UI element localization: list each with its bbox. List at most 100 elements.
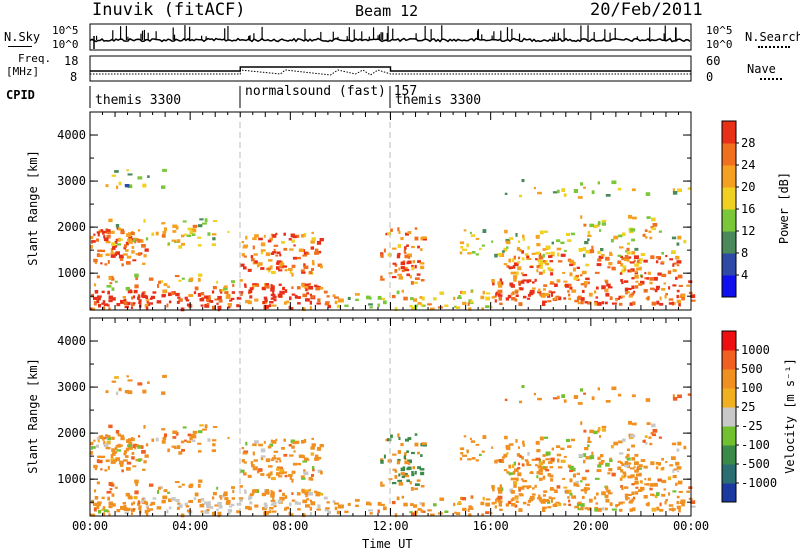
power-cell [145,299,150,302]
velocity-cell [304,489,310,492]
power-cell [197,224,203,228]
power-cell [605,293,610,297]
velocity-cell [668,508,674,511]
velocity-cell [397,479,402,482]
power-cell [627,287,632,290]
power-cell [138,229,141,232]
power-cell [135,277,138,281]
power-cell [585,250,590,254]
power-cell [583,186,586,189]
velocity-cell [137,382,143,386]
velocity-cell [105,459,110,463]
velocity-cell [420,509,424,513]
power-cell [223,285,228,288]
power-cell [663,282,667,285]
velocity-cell [166,509,169,514]
velocity-cell [283,438,286,442]
velocity-cell [245,441,248,446]
power-cell [521,257,525,261]
velocity-cell [665,461,668,464]
velocity-cell [664,501,667,505]
power-cell [646,216,651,219]
velocity-cell [309,512,312,516]
power-cell [130,231,135,236]
colorbar-tick-label: 8 [741,246,748,260]
velocity-cell [628,462,632,465]
velocity-cell [302,460,308,463]
velocity-cell [315,493,321,497]
power-cell [227,303,232,307]
power-cell [405,232,409,236]
power-cell [529,291,534,296]
power-cell [462,301,467,305]
velocity-cell [291,492,294,495]
power-cell [175,292,180,297]
velocity-cell [354,499,360,502]
power-cell [178,245,183,249]
power-cell [630,228,636,232]
power-cell [251,258,255,262]
cpid-panel [89,86,391,108]
velocity-cell [595,492,599,496]
velocity-cell [654,482,658,487]
velocity-cell [254,440,259,444]
power-cell [542,288,546,291]
velocity-cell [397,433,400,438]
velocity-cell [278,489,282,492]
power-cell [101,290,105,294]
power-cell [557,189,560,194]
velocity-cell [537,397,542,401]
velocity-cell [282,471,287,474]
velocity-cell [253,459,258,462]
power-cell [569,286,573,290]
power-cell [270,285,275,289]
velocity-cell [101,455,105,459]
velocity-cell [531,458,536,461]
velocity-cell [124,455,129,458]
power-cell [272,234,277,238]
velocity-cell [584,507,589,510]
power-cell [411,245,415,249]
power-cell [226,294,231,298]
power-cell [611,180,617,185]
power-cell [552,191,558,194]
velocity-cell [615,504,618,508]
power-cell [595,296,599,299]
power-cell [611,266,615,270]
velocity-cell [491,485,495,489]
power-cell [124,244,127,248]
velocity-cell [303,439,307,443]
power-cell [90,307,93,310]
velocity-cell [677,394,682,399]
power-cell [392,262,397,265]
power-cell [143,254,147,258]
velocity-cell [251,464,255,468]
power-cell [132,259,137,262]
power-cell [96,238,99,242]
power-cell [204,218,208,223]
power-cell [273,299,277,302]
velocity-cell [126,439,132,443]
power-cell [563,297,567,300]
power-cell [177,296,181,299]
velocity-cell [400,443,404,447]
velocity-cell [306,458,310,461]
power-cell [306,292,310,295]
velocity-cell [609,457,612,461]
power-cell [334,296,339,299]
velocity-cell [631,422,637,426]
velocity-cell [412,466,415,470]
date-title: 20/Feb/2011 [590,0,703,20]
power-cell [498,296,502,301]
velocity-cell [128,446,133,450]
velocity-cell [568,503,572,507]
velocity-cell [96,444,99,448]
velocity-cell [122,502,126,505]
velocity-cell [146,506,149,510]
power-cell [668,298,674,301]
power-cell [397,252,401,256]
power-ylabel: Slant Range [km] [26,150,40,266]
velocity-cell [578,454,584,458]
velocity-cell [231,497,235,500]
